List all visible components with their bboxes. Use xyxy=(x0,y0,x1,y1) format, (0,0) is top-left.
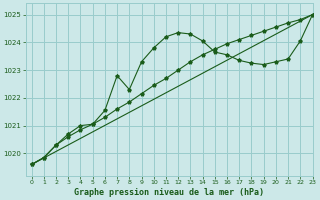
X-axis label: Graphe pression niveau de la mer (hPa): Graphe pression niveau de la mer (hPa) xyxy=(74,188,264,197)
